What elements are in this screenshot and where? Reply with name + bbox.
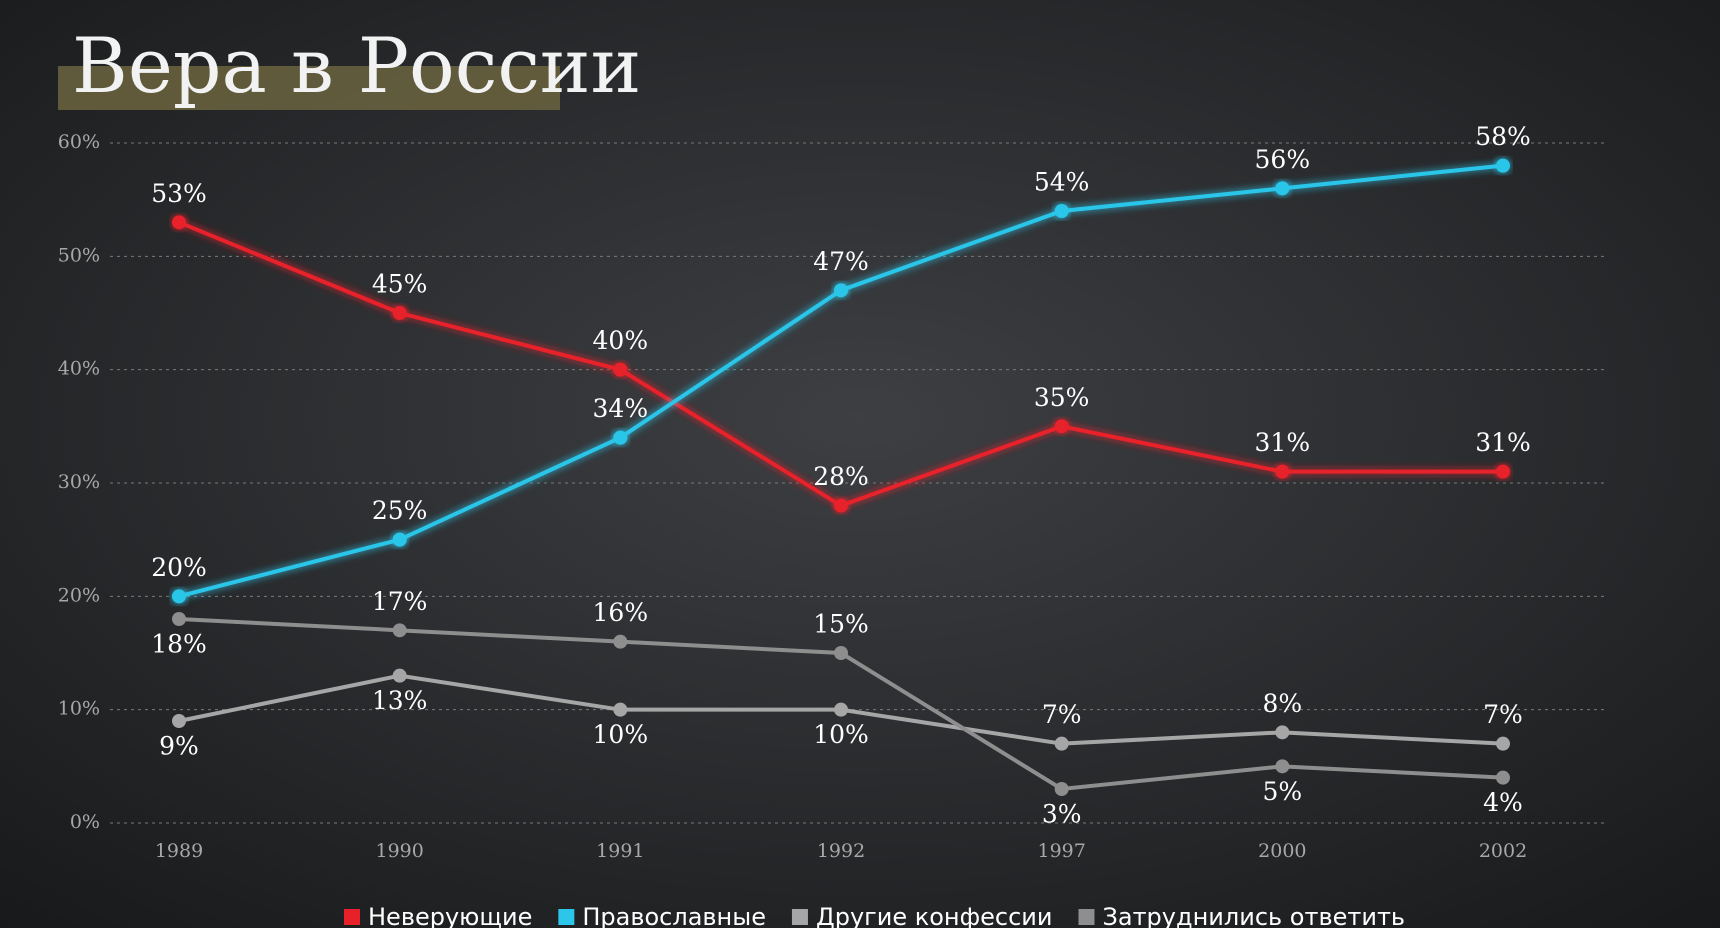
data-point	[613, 362, 628, 377]
data-label: 5%	[1262, 777, 1302, 806]
x-tick-label: 2000	[1258, 840, 1306, 862]
data-point	[1275, 464, 1290, 479]
legend-label: Православные	[582, 903, 766, 928]
data-label: 3%	[1042, 800, 1082, 829]
legend-label: Неверующие	[368, 903, 532, 928]
data-label: 20%	[151, 553, 207, 582]
data-point	[613, 634, 628, 649]
x-tick-label: 2002	[1479, 840, 1527, 862]
data-point	[1496, 736, 1510, 751]
x-tick-label: 1990	[375, 840, 423, 862]
data-point	[1496, 158, 1510, 173]
x-tick-label: 1991	[596, 840, 644, 862]
y-tick-label: 30%	[58, 471, 100, 493]
data-label: 4%	[1483, 788, 1523, 817]
data-point	[172, 215, 186, 230]
data-label: 56%	[1255, 145, 1311, 174]
data-label: 17%	[372, 587, 428, 616]
data-label: 7%	[1483, 700, 1523, 729]
data-label: 10%	[593, 720, 649, 749]
x-tick-label: 1992	[817, 840, 865, 862]
data-point	[834, 498, 848, 513]
data-point	[392, 306, 407, 320]
data-point	[1496, 464, 1510, 479]
data-label: 47%	[813, 247, 869, 276]
data-point	[172, 589, 186, 604]
data-point	[392, 532, 407, 547]
legend-swatch	[791, 909, 808, 925]
data-label: 58%	[1475, 122, 1531, 151]
y-tick-label: 0%	[70, 811, 100, 833]
data-label: 31%	[1475, 428, 1531, 457]
data-label: 34%	[593, 394, 649, 423]
data-point	[834, 646, 848, 660]
grid: 0% 10% 20% 30% 40% 50% 60% 1989 1990 1991 1992 1997…	[58, 131, 1608, 862]
data-label: 7%	[1042, 700, 1082, 729]
data-point	[1054, 736, 1069, 751]
data-label: 54%	[1034, 168, 1090, 197]
legend-label: Другие конфессии	[816, 903, 1053, 928]
data-point	[172, 612, 186, 626]
data-point	[1054, 419, 1069, 434]
data-point	[172, 714, 186, 728]
data-label: 8%	[1262, 689, 1302, 718]
data-point	[1054, 204, 1069, 218]
legend-swatch	[1078, 909, 1095, 925]
data-label: 35%	[1034, 383, 1090, 412]
data-point	[1275, 759, 1290, 774]
data-label: 15%	[813, 610, 869, 639]
chart-title: Вера в России	[72, 21, 641, 110]
data-label: 18%	[151, 630, 207, 659]
legend-swatch	[558, 909, 575, 925]
data-label: 25%	[372, 496, 428, 525]
data-label: 13%	[372, 686, 428, 715]
title-band	[58, 66, 560, 110]
data-point	[834, 283, 848, 298]
data-label: 28%	[813, 462, 869, 491]
data-label: 9%	[159, 732, 199, 761]
data-point	[1275, 181, 1290, 196]
data-point	[613, 702, 628, 717]
y-tick-label: 40%	[58, 358, 100, 380]
data-point	[834, 702, 848, 717]
y-tick-label: 50%	[58, 244, 100, 266]
data-label: 16%	[593, 598, 649, 627]
data-point	[392, 623, 407, 638]
x-tick-label: 1997	[1037, 840, 1085, 862]
data-point	[392, 668, 407, 683]
data-label: 45%	[372, 270, 428, 299]
data-label: 10%	[813, 720, 869, 749]
y-tick-label: 20%	[58, 584, 100, 606]
data-point	[613, 430, 628, 445]
y-tick-label: 60%	[58, 131, 100, 153]
y-tick-label: 10%	[58, 698, 100, 720]
x-tick-label: 1989	[155, 840, 203, 862]
legend-swatch	[344, 909, 360, 925]
plot: 53% 45% 40% 28% 35% 31% 31% 20% 25% 34% 47% 54% 56% 5…	[151, 122, 1531, 828]
data-point	[1275, 725, 1290, 740]
data-point	[1496, 770, 1510, 785]
data-point	[1054, 782, 1069, 796]
data-label: 31%	[1255, 428, 1311, 457]
legend: Неверующие Православные Другие конфессии За…	[344, 903, 1405, 928]
data-label: 53%	[151, 179, 207, 208]
legend-label: Затруднились ответить	[1102, 903, 1405, 928]
data-label: 40%	[593, 326, 649, 355]
